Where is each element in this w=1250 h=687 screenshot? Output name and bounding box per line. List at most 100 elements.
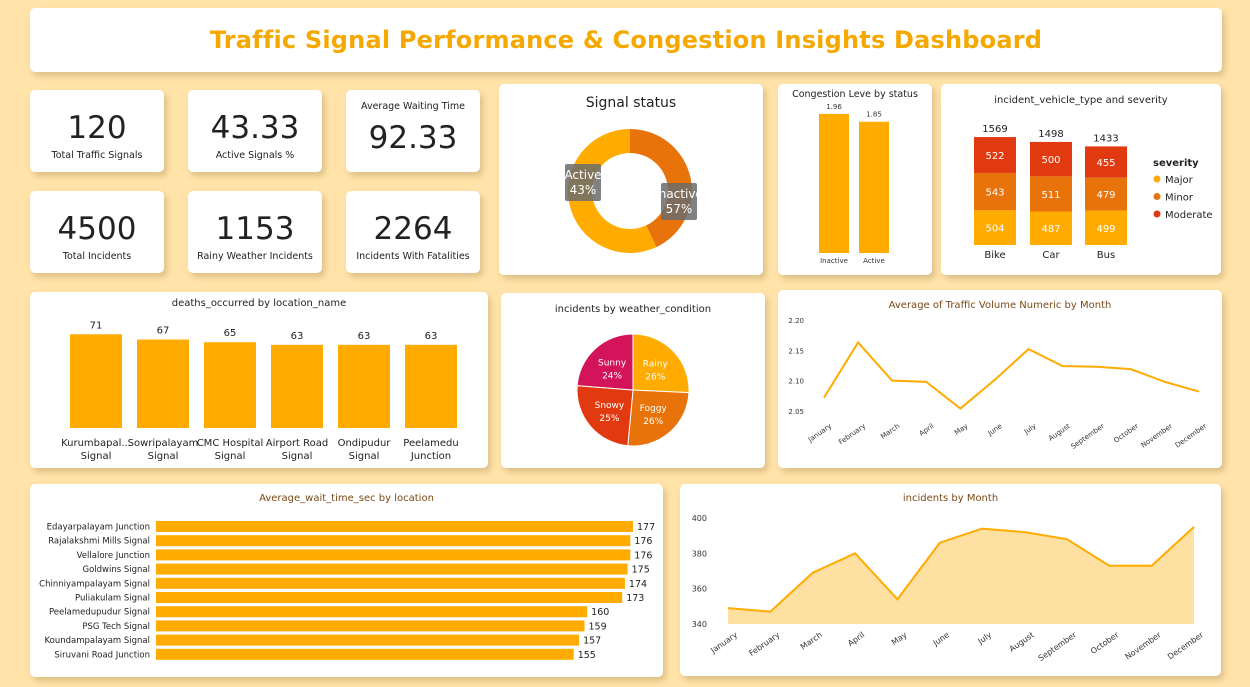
bar <box>156 521 633 532</box>
incidents-area-chart[interactable]: 340 360 380 400 January February March April May… <box>680 484 1221 676</box>
y-tick-label: 2.20 <box>788 317 804 325</box>
data-label-value: 25% <box>599 414 619 424</box>
tick-label: Airport Road <box>266 438 329 449</box>
data-label-bg <box>565 164 601 201</box>
tick-label: May <box>890 630 909 647</box>
data-label: 177 <box>637 522 655 533</box>
kpi-total-traffic-signals[interactable]: 120 Total Traffic Signals <box>30 90 164 172</box>
data-label: 65 <box>224 328 237 339</box>
wait-time-by-location-card[interactable]: Average_wait_time_sec by location Edayar… <box>30 484 663 677</box>
deaths-by-location-card[interactable]: deaths_occurred by location_name 71 Kurum… <box>30 292 488 468</box>
data-label: 1.85 <box>866 111 882 119</box>
kpi-average-waiting-time[interactable]: Average Waiting Time 92.33 <box>346 90 480 172</box>
kpi-active-signals-pct[interactable]: 43.33 Active Signals % <box>188 90 322 172</box>
bar <box>156 634 580 646</box>
tick-label: Kurumbapal... <box>61 438 131 449</box>
data-label-bg <box>661 183 697 220</box>
data-label: 455 <box>1096 158 1115 169</box>
bar <box>204 342 256 428</box>
tick-label: July <box>976 630 994 646</box>
signal-status-card[interactable]: Signal status Active 43% Inactive 57% <box>499 84 763 275</box>
deaths-bar-chart[interactable]: 71 Kurumbapal... Signal 67 Sowripalayam Signa… <box>30 292 488 468</box>
y-tick-label: 400 <box>692 514 707 523</box>
bar-segment-minor <box>1085 177 1127 211</box>
tick-label: August <box>1008 630 1036 653</box>
bar-segment-minor <box>974 172 1016 211</box>
legend-item: Major <box>1165 175 1194 186</box>
tick-label: Car <box>1042 250 1060 261</box>
kpi-rainy-weather-incidents[interactable]: 1153 Rainy Weather Incidents <box>188 191 322 273</box>
kpi-value: 43.33 <box>210 110 300 146</box>
bar <box>137 339 189 428</box>
vehicle-severity-stacked-bar[interactable]: 504 543 522 1569 Bike 487 511 500 1498 Car 499 479 4… <box>941 84 1221 275</box>
bar <box>156 535 631 547</box>
weather-pie-chart[interactable]: Rainy 26% Foggy 26% Snowy 25% Sunny 24% <box>501 293 765 468</box>
kpi-total-incidents[interactable]: 4500 Total Incidents <box>30 191 164 273</box>
data-label: 63 <box>291 331 304 342</box>
bar <box>156 648 574 660</box>
pie-slice-snowy <box>576 385 634 447</box>
kpi-label: Average Waiting Time <box>361 101 465 112</box>
y-tick-label: 2.15 <box>788 347 804 355</box>
category-label: Koundampalayam Signal <box>44 636 150 646</box>
wait-time-horizontal-bar[interactable]: Edayarpalayam Junction 177 Rajalakshmi Mil… <box>30 484 663 677</box>
vehicle-severity-card[interactable]: incident_vehicle_type and severity 504 54… <box>941 84 1221 275</box>
kpi-value: 4500 <box>57 211 137 247</box>
tick-label: April <box>918 422 936 438</box>
data-label-category: Rainy <box>643 360 669 370</box>
chart-title: incident_vehicle_type and severity <box>994 95 1168 106</box>
kpi-label: Active Signals % <box>215 150 295 161</box>
chart-title: Signal status <box>585 95 677 111</box>
tick-label: February <box>837 422 867 446</box>
data-label: 479 <box>1096 190 1115 201</box>
data-label: 543 <box>985 188 1004 199</box>
category-label: Peelamedupudur Signal <box>49 608 150 618</box>
area-fill <box>728 526 1194 624</box>
traffic-volume-line-chart[interactable]: 2.05 2.10 2.15 2.20 January February March Apri… <box>778 290 1222 468</box>
tick-label: June <box>986 422 1004 438</box>
tick-label: December <box>1166 630 1206 662</box>
legend-item: Moderate <box>1165 210 1213 221</box>
congestion-level-card[interactable]: Congestion Leve by status 1.96 Inactive 1.… <box>778 84 932 275</box>
bar-segment-major <box>1030 211 1072 245</box>
tick-label: Signal <box>81 451 112 462</box>
bar <box>338 344 390 428</box>
kpi-value: 120 <box>67 110 127 146</box>
tick-label: September <box>1037 630 1079 663</box>
kpi-value: 1153 <box>215 211 295 247</box>
tick-label: January <box>806 422 833 444</box>
tick-label: August <box>1047 422 1072 443</box>
bar-segment-moderate <box>1085 146 1127 178</box>
data-label: 176 <box>634 550 652 561</box>
tick-label: June <box>931 630 951 648</box>
incidents-by-month-card[interactable]: incidents by Month 340 360 380 400 January Fe… <box>680 484 1221 676</box>
weather-condition-card[interactable]: incidents by weather_condition Rainy 26% F… <box>501 293 765 468</box>
tick-label: October <box>1089 630 1121 656</box>
data-label: 487 <box>1041 224 1060 235</box>
data-label: 175 <box>632 565 650 576</box>
pie-slice-foggy <box>627 389 690 447</box>
traffic-volume-card[interactable]: Average of Traffic Volume Numeric by Mon… <box>778 290 1222 468</box>
y-tick-label: 360 <box>692 585 707 594</box>
chart-title: Average of Traffic Volume Numeric by Mon… <box>888 300 1112 311</box>
tick-label: July <box>1022 422 1038 436</box>
tick-label: January <box>708 630 739 655</box>
kpi-label: Total Traffic Signals <box>51 150 143 161</box>
kpi-incidents-with-fatalities[interactable]: 2264 Incidents With Fatalities <box>346 191 480 273</box>
tick-label: Ondipudur <box>338 438 392 449</box>
data-label: 173 <box>626 593 644 604</box>
y-tick-label: 2.05 <box>788 408 804 416</box>
bar <box>271 344 323 428</box>
chart-title: deaths_occurred by location_name <box>171 298 347 309</box>
y-tick-label: 2.10 <box>788 378 804 386</box>
bar-segment-moderate <box>974 137 1016 173</box>
category-label: Chinniyampalayam Signal <box>39 579 150 589</box>
congestion-bar-chart[interactable]: 1.96 Inactive 1.85 Active <box>778 84 932 275</box>
total-label: 1433 <box>1093 133 1118 144</box>
tick-label: Active <box>863 257 885 265</box>
kpi-value: 92.33 <box>368 120 458 156</box>
total-label: 1498 <box>1038 129 1063 140</box>
legend-marker <box>1153 210 1161 218</box>
bar-segment-major <box>974 210 1016 245</box>
